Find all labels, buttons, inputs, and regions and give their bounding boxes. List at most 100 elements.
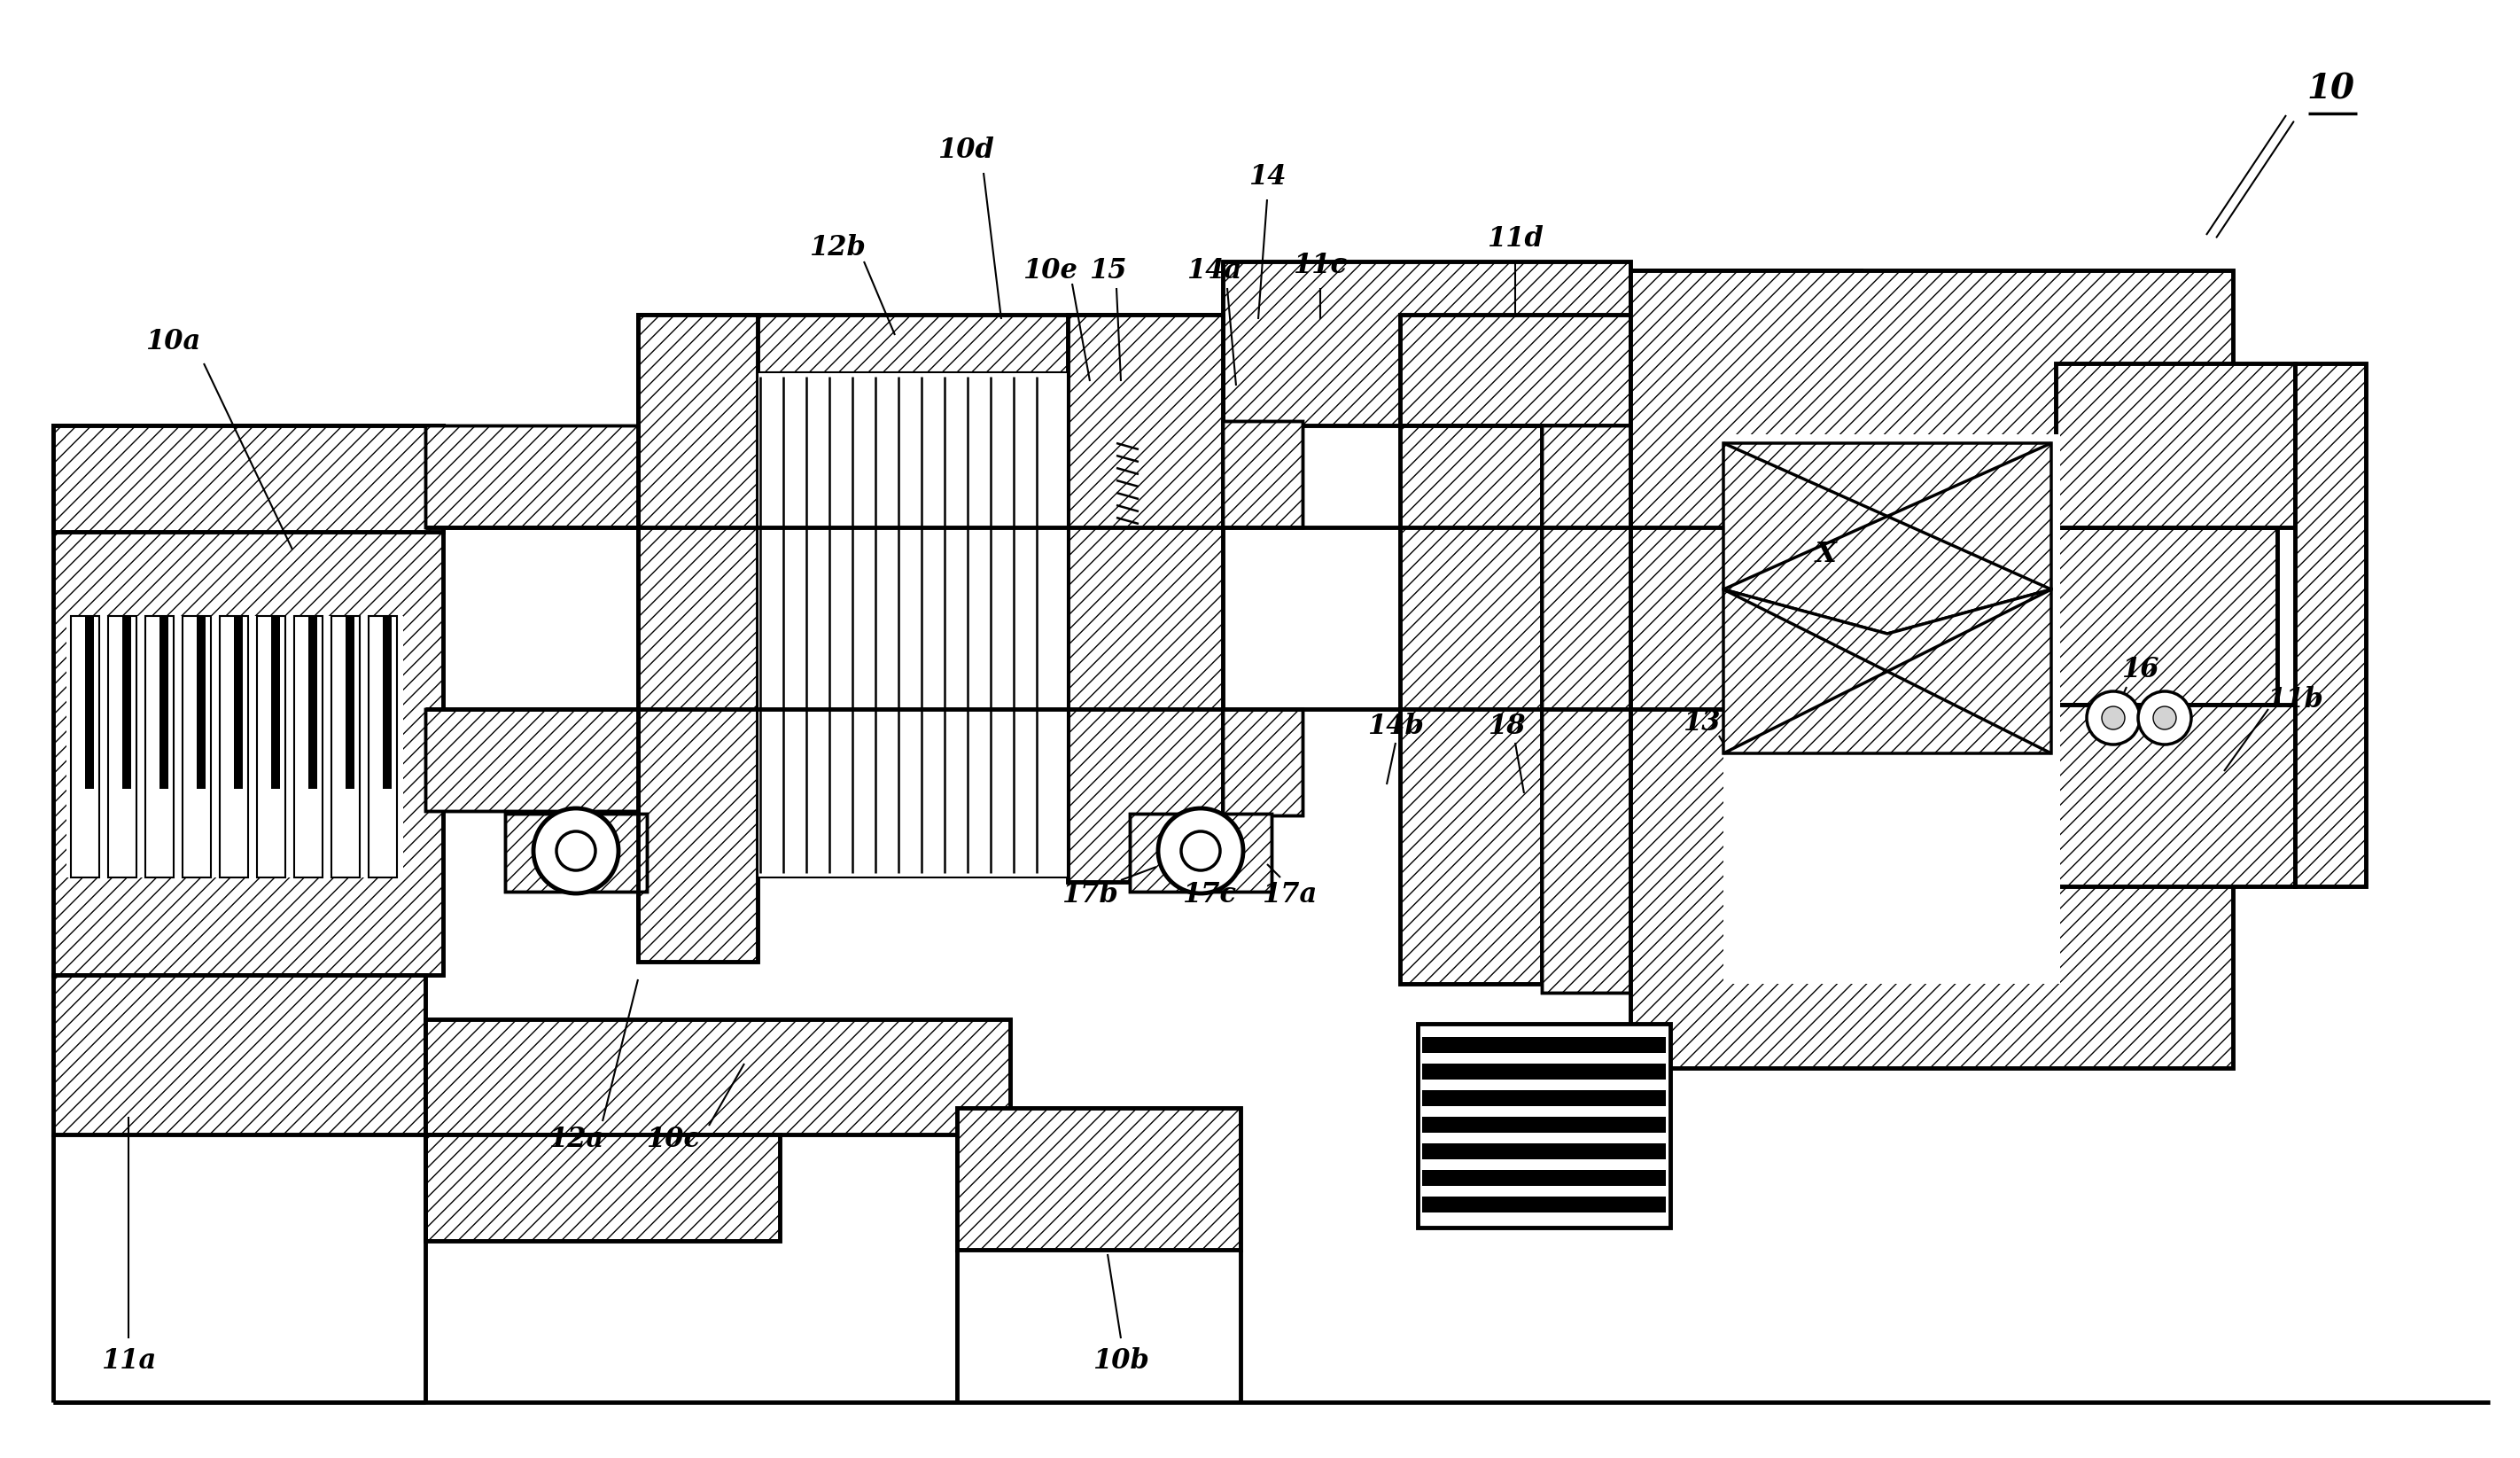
- Bar: [307, 615, 318, 789]
- Bar: [1401, 315, 1630, 426]
- Bar: [426, 426, 638, 528]
- Circle shape: [2102, 706, 2124, 729]
- Bar: [2056, 528, 2278, 704]
- Text: 15: 15: [1089, 257, 1126, 284]
- Bar: [958, 1108, 1240, 1250]
- Bar: [1421, 1063, 1666, 1079]
- Bar: [123, 615, 131, 789]
- Bar: [759, 372, 1068, 878]
- Text: 10c: 10c: [645, 1126, 701, 1153]
- Circle shape: [1850, 742, 1908, 799]
- Text: 10d: 10d: [937, 137, 993, 165]
- Bar: [53, 426, 444, 975]
- Bar: [1222, 421, 1303, 528]
- Text: 17b: 17b: [1061, 882, 1119, 908]
- Bar: [638, 315, 759, 962]
- Bar: [1421, 1169, 1666, 1185]
- Bar: [1129, 814, 1273, 892]
- Bar: [295, 615, 323, 878]
- Bar: [1782, 736, 2029, 806]
- Bar: [1421, 1037, 1666, 1053]
- Bar: [426, 1134, 779, 1241]
- Bar: [1542, 426, 1719, 993]
- Bar: [234, 615, 242, 789]
- Bar: [2296, 363, 2366, 886]
- Text: 18: 18: [1487, 713, 1525, 741]
- Bar: [333, 615, 360, 878]
- Bar: [53, 975, 426, 1134]
- Bar: [2056, 363, 2296, 528]
- Text: 10a: 10a: [146, 328, 202, 354]
- Bar: [219, 615, 247, 878]
- Bar: [1222, 261, 1630, 426]
- Text: 10: 10: [2306, 71, 2354, 105]
- Circle shape: [2152, 706, 2177, 729]
- Bar: [1401, 426, 1542, 984]
- Bar: [426, 1019, 1011, 1134]
- Bar: [2056, 704, 2296, 886]
- Circle shape: [2087, 691, 2139, 745]
- Circle shape: [1182, 831, 1220, 870]
- Polygon shape: [1724, 443, 2051, 634]
- Bar: [1719, 434, 2056, 984]
- Text: 10b: 10b: [1094, 1347, 1149, 1375]
- Bar: [759, 372, 1068, 878]
- Bar: [257, 615, 285, 878]
- Bar: [504, 814, 648, 892]
- Bar: [146, 615, 174, 878]
- Polygon shape: [1724, 443, 2051, 634]
- Bar: [71, 615, 98, 878]
- Text: 14: 14: [1247, 163, 1285, 191]
- Circle shape: [1779, 742, 1837, 799]
- Bar: [1421, 1091, 1666, 1107]
- Bar: [638, 315, 759, 962]
- Bar: [1401, 315, 1630, 426]
- Text: 11a: 11a: [101, 1347, 156, 1375]
- Text: 14a: 14a: [1187, 257, 1242, 284]
- Bar: [1222, 421, 1303, 528]
- Bar: [197, 615, 207, 789]
- Bar: [1222, 709, 1303, 815]
- Bar: [1419, 1024, 1671, 1228]
- Bar: [1630, 270, 2233, 1069]
- Bar: [1129, 814, 1273, 892]
- Bar: [1630, 270, 2233, 1069]
- Polygon shape: [1724, 589, 2051, 754]
- Bar: [2296, 363, 2366, 886]
- Bar: [2056, 363, 2296, 528]
- Bar: [1068, 315, 1222, 882]
- Bar: [1068, 315, 1222, 882]
- Text: 16: 16: [2122, 656, 2160, 682]
- Bar: [1542, 426, 1719, 993]
- Text: 11c: 11c: [1293, 252, 1348, 280]
- Bar: [159, 615, 169, 789]
- Bar: [86, 615, 93, 789]
- Text: 17a: 17a: [1263, 882, 1318, 908]
- Bar: [383, 615, 391, 789]
- Bar: [2056, 528, 2278, 704]
- Bar: [638, 315, 1222, 426]
- Text: 14b: 14b: [1368, 713, 1424, 741]
- Circle shape: [2137, 691, 2192, 745]
- Circle shape: [557, 831, 595, 870]
- Bar: [426, 1134, 779, 1241]
- Text: X: X: [1814, 541, 1835, 567]
- Text: 11d: 11d: [1487, 226, 1542, 254]
- Bar: [53, 426, 444, 532]
- Bar: [1222, 261, 1630, 426]
- Circle shape: [534, 808, 617, 894]
- Bar: [1222, 709, 1303, 815]
- Bar: [181, 615, 212, 878]
- Bar: [426, 426, 638, 528]
- Bar: [108, 615, 136, 878]
- Text: 12b: 12b: [809, 235, 867, 262]
- Bar: [426, 709, 638, 811]
- Bar: [1724, 434, 2061, 984]
- Polygon shape: [1724, 589, 2051, 754]
- Bar: [1630, 270, 1860, 426]
- Bar: [66, 615, 403, 878]
- Bar: [426, 709, 638, 811]
- Bar: [1782, 736, 2029, 806]
- Bar: [272, 615, 280, 789]
- Bar: [368, 615, 398, 878]
